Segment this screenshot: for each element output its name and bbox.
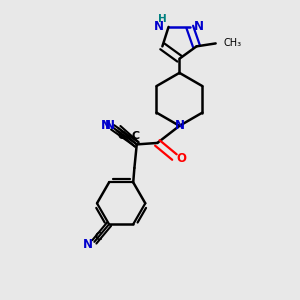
Text: C: C: [94, 232, 102, 242]
Text: H: H: [158, 14, 167, 24]
Text: N: N: [174, 119, 184, 132]
Text: N: N: [105, 119, 115, 132]
Text: O: O: [176, 152, 186, 165]
Text: N: N: [194, 20, 204, 33]
Text: CH₃: CH₃: [224, 38, 242, 48]
Text: N: N: [154, 20, 164, 33]
Text: N: N: [101, 119, 111, 132]
Text: N: N: [83, 238, 93, 251]
Text: C: C: [131, 130, 139, 141]
Text: C: C: [117, 130, 125, 141]
